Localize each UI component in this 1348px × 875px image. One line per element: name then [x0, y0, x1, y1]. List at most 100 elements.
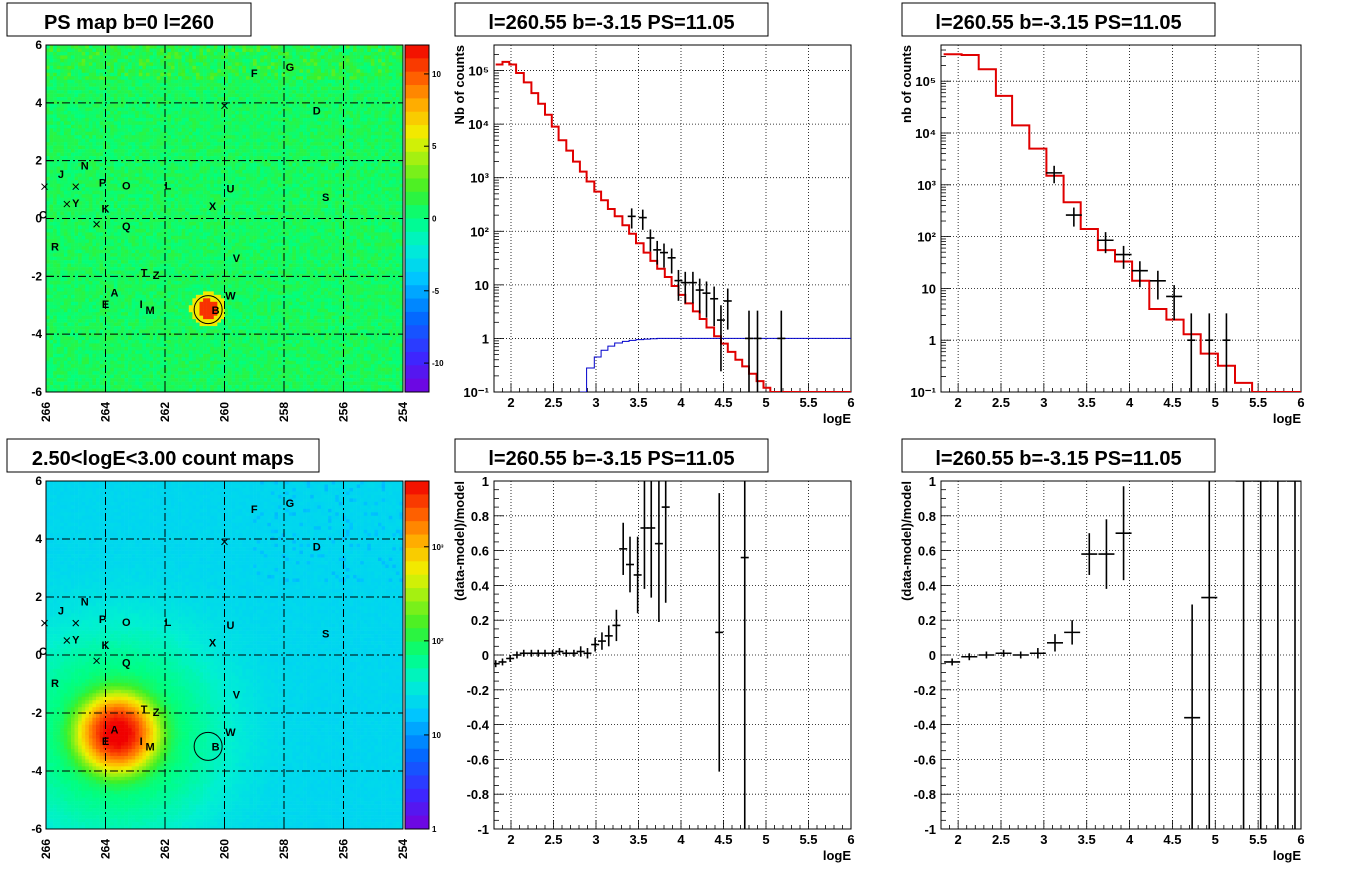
- heatmap-cell: [170, 48, 175, 53]
- heatmap-cell: [74, 121, 79, 126]
- heatmap-cell: [174, 249, 179, 254]
- heatmap-cell: [56, 305, 61, 310]
- heatmap-cell: [213, 263, 218, 268]
- heatmap-cell: [174, 305, 179, 310]
- heatmap-cell: [106, 58, 111, 63]
- heatmap-cell: [74, 287, 79, 292]
- heatmap-cell: [46, 267, 50, 271]
- heatmap-cell: [53, 45, 58, 49]
- heatmap-cell: [213, 326, 218, 330]
- heatmap-cell: [135, 371, 140, 375]
- heatmap-cell: [220, 298, 225, 303]
- heatmap-cell: [70, 242, 75, 247]
- heatmap-cell: [195, 97, 200, 101]
- heatmap-cell: [95, 329, 100, 334]
- heatmap-cell: [195, 305, 200, 310]
- heatmap-cell: [149, 221, 154, 226]
- heatmap-cell: [49, 176, 54, 181]
- heatmap-cell: [213, 176, 218, 181]
- heatmap-cell: [135, 378, 140, 382]
- heatmap-cell: [70, 221, 75, 226]
- heatmap-cell: [192, 110, 197, 115]
- heatmap-cell: [128, 367, 132, 372]
- heatmap-cell: [206, 86, 211, 91]
- heatmap-cell: [81, 343, 86, 348]
- heatmap-cell: [92, 135, 97, 139]
- heatmap-cell: [131, 322, 136, 327]
- heatmap-cell: [81, 204, 86, 209]
- heatmap-cell: [188, 221, 193, 226]
- heatmap-cell: [220, 142, 225, 146]
- heatmap-cell: [56, 79, 61, 84]
- heatmap-cell: [74, 93, 79, 98]
- heatmap-cell: [195, 211, 200, 216]
- heatmap-cell: [131, 381, 136, 386]
- heatmap-cell: [103, 228, 107, 233]
- heatmap-cell: [74, 322, 79, 327]
- heatmap-cell: [210, 287, 215, 292]
- heatmap-cell: [181, 385, 186, 389]
- heatmap-cell: [163, 270, 168, 275]
- heatmap-cell: [124, 62, 129, 67]
- heatmap-cell: [178, 128, 182, 133]
- heatmap-cell: [46, 58, 50, 63]
- heatmap-cell: [153, 280, 157, 285]
- heatmap-cell: [60, 301, 65, 306]
- heatmap-cell: [199, 208, 204, 212]
- heatmap-cell: [46, 180, 50, 185]
- heatmap-cell: [63, 169, 68, 174]
- heatmap-cell: [185, 346, 190, 351]
- heatmap-cell: [106, 353, 111, 358]
- heatmap-cell: [188, 211, 193, 216]
- heatmap-cell: [163, 388, 168, 393]
- heatmap-cell: [135, 201, 140, 205]
- heatmap-cell: [110, 336, 115, 341]
- heatmap-cell: [156, 103, 161, 108]
- heatmap-cell: [213, 267, 218, 271]
- heatmap-cell: [181, 176, 186, 181]
- heatmap-cell: [92, 79, 97, 84]
- heatmap-cell: [217, 263, 222, 268]
- heatmap-cell: [74, 166, 79, 171]
- heatmap-cell: [138, 114, 143, 119]
- heatmap-cell: [163, 128, 168, 133]
- heatmap-cell: [145, 232, 150, 237]
- heatmap-cell: [124, 152, 129, 157]
- heatmap-cell: [53, 319, 58, 323]
- heatmap-cell: [185, 83, 190, 87]
- heatmap-cell: [88, 45, 93, 49]
- heatmap-cell: [60, 131, 65, 136]
- heatmap-cell: [70, 385, 75, 389]
- heatmap-cell: [188, 329, 193, 334]
- heatmap-cell: [170, 65, 175, 70]
- heatmap-cell: [181, 253, 186, 257]
- heatmap-cell: [203, 190, 207, 195]
- heatmap-cell: [95, 48, 100, 53]
- heatmap-cell: [178, 194, 182, 198]
- heatmap-cell: [128, 190, 132, 195]
- heatmap-cell: [88, 187, 93, 192]
- heatmap-cell: [178, 246, 182, 251]
- heatmap-cell: [167, 145, 172, 150]
- heatmap-cell: [56, 322, 61, 327]
- heatmap-cell: [160, 86, 165, 91]
- heatmap-cell: [167, 90, 172, 94]
- heatmap-cell: [203, 149, 207, 153]
- heatmap-cell: [174, 121, 179, 126]
- heatmap-cell: [210, 385, 215, 389]
- heatmap-cell: [145, 357, 150, 362]
- heatmap-cell: [49, 162, 54, 167]
- heatmap-cell: [74, 48, 79, 53]
- heatmap-cell: [142, 388, 147, 393]
- heatmap-cell: [53, 242, 58, 247]
- heatmap-cell: [156, 83, 161, 87]
- heatmap-cell: [92, 218, 97, 223]
- heatmap-cell: [88, 336, 93, 341]
- heatmap-cell: [192, 221, 197, 226]
- heatmap-cell: [60, 138, 65, 143]
- heatmap-cell: [113, 353, 118, 358]
- heatmap-cell: [110, 228, 115, 233]
- heatmap-cell: [60, 124, 65, 129]
- heatmap-cell: [67, 128, 72, 133]
- heatmap-cell: [153, 208, 157, 212]
